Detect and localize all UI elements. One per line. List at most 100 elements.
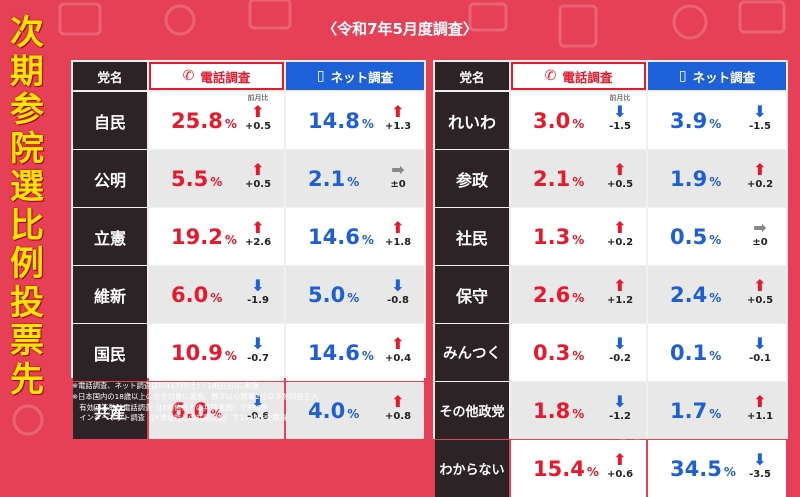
phone-percentage: 5.5%: [171, 167, 222, 191]
percentage-value: 4.0: [308, 398, 346, 423]
phone-header-label: 電話調査: [200, 69, 251, 85]
table-row: 維新 6.0% ⬇ -1.9 5.0% ⬇ -0.8: [73, 266, 424, 323]
net-result-cell: 2.4% ⬆ +0.5: [648, 266, 786, 323]
percentage-value: 0.5: [670, 224, 708, 249]
net-percentage: 14.8%: [308, 109, 374, 133]
month-change: ⬇ -0.1: [744, 335, 776, 365]
party-name: 参政: [435, 150, 509, 207]
change-value: -0.6: [247, 411, 269, 422]
party-name: わからない: [435, 440, 509, 497]
net-result-cell: 4.0% ⬆ +0.8: [286, 382, 424, 439]
right-table-rows: れいわ 3.0% 前月比 ⬇ -1.5 3.9% ⬇ -1.5 参政 2.1% ⬆ +0.5 1.9% ⬆…: [435, 92, 786, 497]
change-value: +0.8: [384, 411, 412, 422]
month-change: ⬆ +0.2: [604, 219, 636, 249]
month-change: ⬆ +0.4: [382, 335, 414, 365]
net-result-cell: 14.6% ⬆ +1.8: [286, 208, 424, 265]
net-survey-header: ▯ ネット調査: [286, 62, 424, 90]
change-value: +1.3: [384, 121, 412, 132]
phone-result-cell: 1.3% ⬆ +0.2: [511, 208, 646, 265]
phone-percentage: 0.3%: [533, 341, 584, 365]
net-result-cell: 0.5% ➡ ±0: [648, 208, 786, 265]
prev-month-caption: 前月比: [609, 94, 631, 102]
survey-date-label: 〈令和7年5月度調査〉: [322, 20, 478, 38]
up-arrow-icon: ⬆: [613, 450, 627, 469]
percent-sign: %: [709, 406, 722, 421]
percentage-value: 2.4: [670, 282, 708, 307]
month-change: ⬆ +0.6: [604, 450, 636, 481]
percentage-value: 6.0: [171, 398, 209, 423]
percent-sign: %: [347, 290, 360, 305]
percentage-value: 10.9: [171, 340, 223, 365]
percent-sign: %: [347, 406, 360, 421]
phone-result-cell: 1.8% ⬇ -1.2: [511, 382, 646, 439]
month-change: ⬆ +1.2: [604, 277, 636, 307]
percent-sign: %: [572, 174, 585, 189]
party-name: 自民: [73, 92, 147, 149]
percentage-value: 14.6: [308, 340, 360, 365]
percentage-value: 19.2: [171, 224, 223, 249]
percentage-value: 1.9: [670, 166, 708, 191]
month-change: ⬇ -0.6: [242, 393, 274, 423]
table-row: わからない 15.4% ⬆ +0.6 34.5% ⬇ -3.5: [435, 440, 786, 497]
up-arrow-icon: ⬆: [251, 160, 265, 179]
change-value: +1.1: [746, 411, 774, 422]
footnote-line: ※電話調査、ネット調査は5月17日(土)・18日(日)に実施: [72, 381, 259, 390]
phone-percentage: 1.8%: [533, 399, 584, 423]
phone-result-cell: 5.5% ⬆ +0.5: [149, 150, 284, 207]
table-row: 共産 6.0% ⬇ -0.6 4.0% ⬆ +0.8: [73, 382, 424, 439]
net-result-cell: 1.7% ⬆ +1.1: [648, 382, 786, 439]
net-result-cell: 1.9% ⬆ +0.2: [648, 150, 786, 207]
phone-result-cell: 6.0% ⬇ -1.9: [149, 266, 284, 323]
party-name: みんつく: [435, 324, 509, 381]
net-header-label: ネット調査: [330, 69, 394, 85]
phone-percentage: 19.2%: [171, 225, 237, 249]
percent-sign: %: [709, 232, 722, 247]
percentage-value: 25.8: [171, 108, 223, 133]
party-name: 国民: [73, 324, 147, 381]
net-percentage: 2.1%: [308, 167, 359, 191]
net-percentage: 3.9%: [670, 109, 721, 133]
net-percentage: 5.0%: [308, 283, 359, 307]
phone-result-cell: 6.0% ⬇ -0.6: [149, 382, 284, 439]
month-change: ⬆ +0.8: [382, 392, 414, 423]
party-name: 立憲: [73, 208, 147, 265]
percentage-value: 0.3: [533, 340, 571, 365]
down-arrow-icon: ⬇: [613, 392, 627, 411]
down-arrow-icon: ⬇: [251, 276, 265, 295]
percent-sign: %: [572, 116, 585, 131]
title-char: 先: [10, 359, 44, 400]
percent-sign: %: [709, 348, 722, 363]
party-name: 社民: [435, 208, 509, 265]
table-row: れいわ 3.0% 前月比 ⬇ -1.5 3.9% ⬇ -1.5: [435, 92, 786, 149]
percentage-value: 34.5: [670, 456, 722, 481]
month-change: ⬆ +1.8: [382, 218, 414, 249]
percentage-value: 2.1: [533, 166, 571, 191]
percent-sign: %: [210, 290, 223, 305]
phone-result-cell: 19.2% ⬆ +2.6: [149, 208, 284, 265]
month-change: ⬆ +0.5: [744, 277, 776, 307]
table-row: 国民 10.9% ⬇ -0.7 14.6% ⬆ +0.4: [73, 324, 424, 381]
change-value: -0.7: [247, 353, 269, 364]
percentage-value: 1.7: [670, 398, 708, 423]
net-result-cell: 14.8% ⬆ +1.3: [286, 92, 424, 149]
up-arrow-icon: ⬆: [391, 218, 405, 237]
percentage-value: 14.6: [308, 224, 360, 249]
title-char: 院: [10, 128, 44, 169]
phone-percentage: 6.0%: [171, 283, 222, 307]
percent-sign: %: [709, 174, 722, 189]
net-result-cell: 3.9% ⬇ -1.5: [648, 92, 786, 149]
month-change: ⬇ -3.5: [744, 451, 776, 481]
net-percentage: 14.6%: [308, 225, 374, 249]
down-arrow-icon: ⬇: [753, 102, 767, 121]
change-value: -0.8: [387, 295, 409, 306]
percent-sign: %: [224, 116, 237, 131]
phone-result-cell: 10.9% ⬇ -0.7: [149, 324, 284, 381]
phone-icon: ✆: [544, 68, 557, 84]
percentage-value: 2.1: [308, 166, 346, 191]
down-arrow-icon: ⬇: [391, 276, 405, 295]
phone-header-label: 電話調査: [562, 69, 613, 85]
phone-result-cell: 15.4% ⬆ +0.6: [511, 440, 646, 497]
up-arrow-icon: ⬆: [391, 392, 405, 411]
percentage-value: 6.0: [171, 282, 209, 307]
percent-sign: %: [572, 290, 585, 305]
